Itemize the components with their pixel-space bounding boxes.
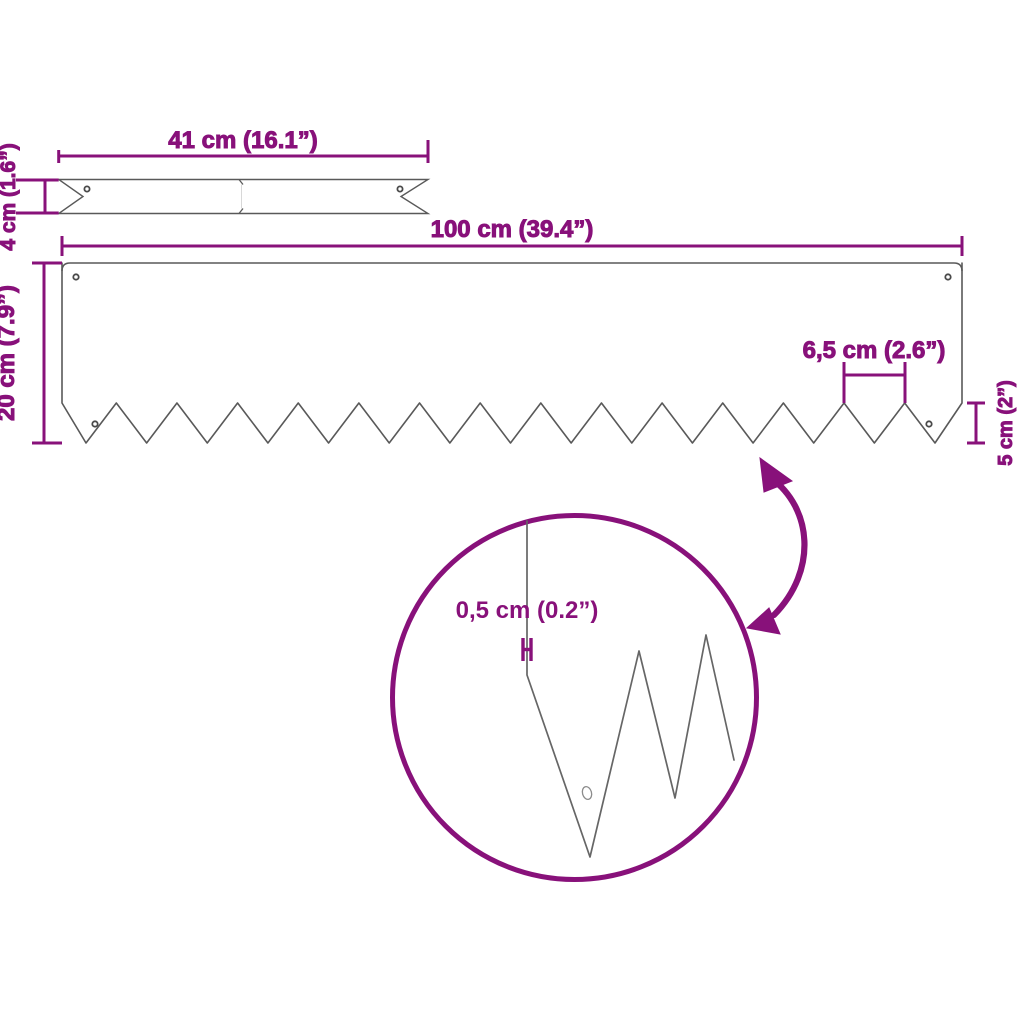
svg-text:20 cm (7.9”): 20 cm (7.9”) (0, 285, 20, 421)
svg-text:5 cm (2”): 5 cm (2”) (995, 380, 1017, 466)
svg-text:41 cm (16.1”): 41 cm (16.1”) (168, 127, 317, 154)
svg-text:4 cm (1.6”): 4 cm (1.6”) (0, 143, 20, 250)
svg-text:100 cm (39.4”): 100 cm (39.4”) (431, 216, 594, 243)
svg-text:6,5 cm (2.6”): 6,5 cm (2.6”) (803, 337, 946, 364)
svg-text:0,5 cm (0.2”): 0,5 cm (0.2”) (456, 597, 599, 624)
